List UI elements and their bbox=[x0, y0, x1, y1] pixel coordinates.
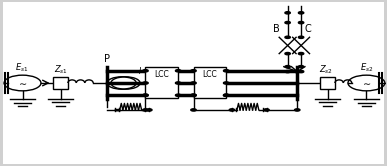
Circle shape bbox=[191, 94, 196, 96]
Circle shape bbox=[175, 82, 181, 84]
Circle shape bbox=[175, 70, 181, 72]
Circle shape bbox=[298, 52, 304, 55]
Circle shape bbox=[223, 70, 229, 72]
Circle shape bbox=[143, 82, 148, 84]
Text: LCC: LCC bbox=[154, 70, 169, 79]
Text: $E_{s2}$: $E_{s2}$ bbox=[360, 61, 373, 74]
Circle shape bbox=[298, 12, 304, 14]
Circle shape bbox=[298, 70, 304, 73]
Circle shape bbox=[191, 82, 196, 84]
Circle shape bbox=[295, 109, 300, 111]
Circle shape bbox=[264, 109, 269, 111]
Text: P: P bbox=[104, 54, 110, 64]
Circle shape bbox=[285, 21, 290, 24]
Circle shape bbox=[143, 94, 148, 96]
Circle shape bbox=[298, 66, 304, 68]
Text: LCC: LCC bbox=[202, 70, 217, 79]
Circle shape bbox=[191, 109, 196, 111]
Circle shape bbox=[285, 66, 290, 68]
Text: $Z_{s1}$: $Z_{s1}$ bbox=[53, 63, 68, 76]
Circle shape bbox=[285, 36, 290, 39]
Bar bbox=[146, 67, 178, 98]
Circle shape bbox=[223, 94, 229, 96]
Circle shape bbox=[229, 109, 235, 111]
Text: C: C bbox=[305, 24, 312, 34]
Text: $E_{s1}$: $E_{s1}$ bbox=[15, 61, 28, 74]
Bar bbox=[194, 67, 226, 98]
Circle shape bbox=[223, 94, 229, 96]
Text: $I\!\rightarrow$: $I\!\rightarrow$ bbox=[138, 65, 149, 77]
Text: $\sim$: $\sim$ bbox=[17, 77, 28, 87]
Circle shape bbox=[175, 94, 181, 96]
Bar bbox=[320, 77, 335, 89]
Circle shape bbox=[285, 52, 290, 55]
Circle shape bbox=[298, 36, 304, 39]
Text: B: B bbox=[273, 24, 280, 34]
Circle shape bbox=[298, 21, 304, 24]
Circle shape bbox=[191, 94, 196, 96]
Circle shape bbox=[147, 109, 152, 111]
Text: $Z_{s2}$: $Z_{s2}$ bbox=[319, 63, 333, 76]
Circle shape bbox=[143, 70, 148, 72]
Circle shape bbox=[295, 70, 300, 73]
Circle shape bbox=[191, 70, 196, 72]
Circle shape bbox=[143, 109, 148, 111]
Text: $\sim$: $\sim$ bbox=[361, 77, 372, 87]
Circle shape bbox=[285, 12, 290, 14]
Circle shape bbox=[285, 70, 290, 73]
Circle shape bbox=[223, 82, 229, 84]
Circle shape bbox=[143, 94, 148, 96]
Bar bbox=[53, 77, 68, 89]
